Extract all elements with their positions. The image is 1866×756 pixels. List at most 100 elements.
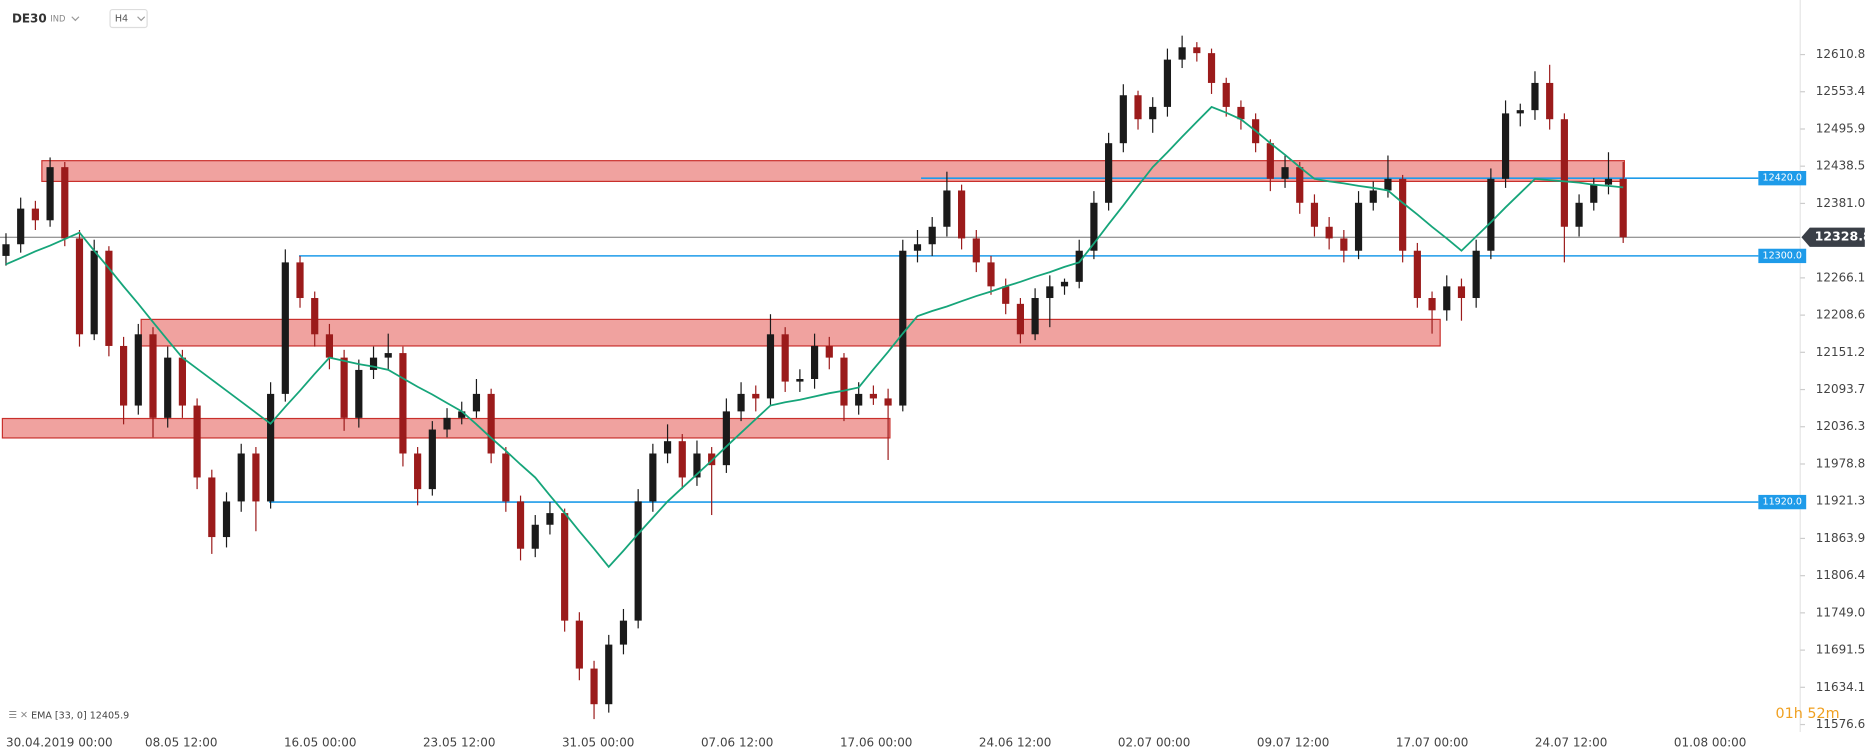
indicator-icon[interactable]: ☰ ✕ [8,710,28,721]
dropdown-arrow[interactable] [137,16,146,22]
timer: 01h 52m [1776,706,1840,722]
y-tick-label: 12266.1 [1816,270,1865,284]
x-tick-label: 02.07 00:00 [1118,735,1190,749]
candle-body [1413,250,1421,299]
candle-body [1531,82,1539,111]
dropdown-arrow[interactable] [71,16,80,22]
candle-body [1443,286,1451,311]
x-tick-label: 24.07 12:00 [1535,735,1607,749]
candle-body [928,226,936,245]
candle-body [267,393,275,502]
candle-body [1002,286,1010,304]
candle-body [105,250,113,346]
candle-body [972,238,980,263]
candle-body [619,620,628,645]
level-label-box [1758,170,1807,186]
candle-body [237,453,245,502]
candle-body [1281,167,1289,179]
candle-body [1075,250,1083,282]
y-tick-label: 11806.4 [1816,568,1865,582]
candle-body [855,393,863,406]
x-tick-label: 17.06 00:00 [840,735,912,749]
candle-body [1134,95,1142,120]
candle-body [31,208,39,221]
candle-body [340,357,348,418]
candle-body [164,357,172,418]
candle-body [1031,298,1039,335]
candle-body [781,334,789,382]
candle-body [1207,53,1216,83]
candle-body [458,411,466,418]
candle-body [1516,110,1524,114]
candle-body [399,353,407,454]
candle-body [61,167,69,239]
x-tick-label: 08.05 12:00 [145,735,217,749]
candle-body [1472,250,1480,299]
y-tick-label: 12553.4 [1816,84,1865,98]
indicator-label: EMA [33, 0] 12405.9 [31,710,129,721]
candle-body [252,453,260,502]
y-tick-label: 12093.7 [1816,382,1865,396]
y-tick-label: 11749.0 [1816,605,1865,619]
y-tick-label: 11921.3 [1816,494,1865,508]
candle-body [516,501,525,549]
timeframe-box[interactable] [109,8,148,29]
candle-body [296,262,304,299]
zone [41,160,1625,183]
candle-body [649,453,657,502]
candle-body [193,405,201,478]
candle-body [1428,298,1436,311]
ema-line [5,105,1624,569]
candle-body [1266,143,1274,179]
candle-body [355,369,363,418]
candle-body [222,501,231,538]
candle-body [2,244,10,256]
candle-body [1046,286,1054,299]
y-tick-label: 12495.9 [1816,121,1865,135]
candle-body [178,357,186,406]
y-tick-label: 11576.6 [1816,717,1865,731]
candle-body [1119,95,1127,144]
candle-body [1575,202,1583,227]
x-tick-label: 09.07 12:00 [1257,735,1329,749]
candle-body [443,417,451,430]
candle-body [1590,184,1598,203]
last-price-box [1801,227,1865,247]
timeframe[interactable]: H4 [115,14,128,25]
y-tick-label: 12381.0 [1816,196,1865,210]
x-tick-label: 01.08 00:00 [1674,735,1746,749]
candle-body [208,477,216,538]
candle-body [958,190,966,239]
candle-body [575,620,583,669]
candle-body [766,334,775,399]
x-tick-label: 17.07 00:00 [1396,735,1468,749]
candle-body [1619,178,1627,238]
candle-body [1384,178,1392,191]
candle-body [1325,226,1333,239]
candle-body [1149,106,1157,120]
candle-body [75,238,84,335]
candle-body [913,244,922,251]
candle-body [796,378,804,382]
candle-body [663,441,672,454]
candle-body [1604,178,1613,185]
candle-body [1340,238,1348,251]
candle-body [120,345,128,406]
zone [140,318,1441,347]
last-price-label: 12328.8 [1815,229,1866,244]
candle-body [149,334,157,418]
x-tick-label: 30.04.2019 00:00 [6,735,113,749]
candle-body [1090,202,1098,251]
candle-body [1222,82,1230,107]
candle-body [281,262,289,394]
y-tick-label: 12151.2 [1816,345,1865,359]
symbol: DE30 [12,12,47,26]
candle-body [1457,286,1466,299]
candle-body [1296,167,1304,203]
candle-body [1369,190,1377,203]
candle-body [487,393,495,454]
y-tick-label: 12438.5 [1816,159,1865,173]
candle-body [502,453,510,502]
candle-body [899,250,907,406]
candle-body [1060,281,1069,287]
